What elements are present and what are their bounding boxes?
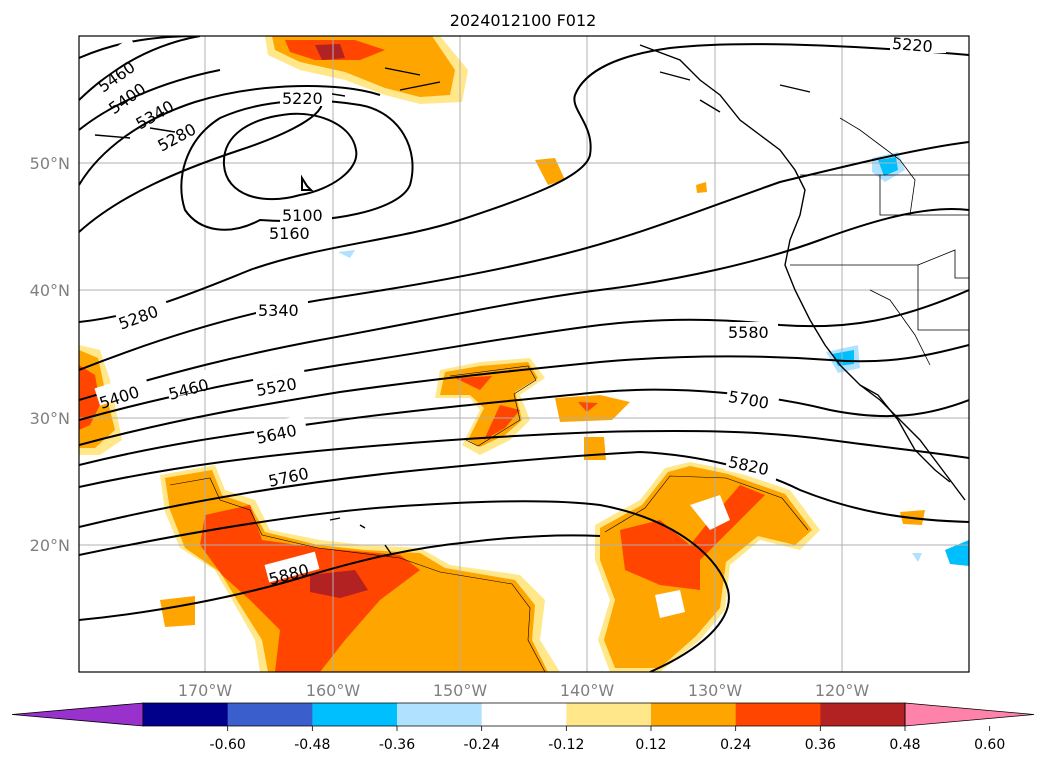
colorbar-segment xyxy=(735,703,821,726)
colorbar-segment xyxy=(481,703,567,726)
contour-label: 5100 xyxy=(282,206,323,225)
colorbar-tick-label: -0.60 xyxy=(210,737,246,753)
contour-label: 5160 xyxy=(269,224,310,243)
lon-label: 120°W xyxy=(815,681,870,700)
contour-label: 5340 xyxy=(258,301,299,320)
colorbar-segment xyxy=(143,703,229,726)
lon-label: 160°W xyxy=(306,681,361,700)
lon-label: 130°W xyxy=(688,681,743,700)
lon-label: 150°W xyxy=(433,681,488,700)
colorbar-tick-label: -0.36 xyxy=(379,737,415,753)
colorbar-tick-label: -0.48 xyxy=(294,737,330,753)
lat-label: 50°N xyxy=(30,154,70,173)
contour-label: 5220 xyxy=(282,89,323,108)
contour-label: 5580 xyxy=(728,323,769,342)
colorbar-tick-label: -0.24 xyxy=(464,737,500,753)
contour-label: 5220 xyxy=(891,34,933,56)
longitude-labels: 170°W 160°W 150°W 140°W 130°W 120°W xyxy=(178,681,870,700)
map-panel: 5460 5400 5340 5280 5220 5220 5100 5160 … xyxy=(78,34,970,673)
gridlines xyxy=(79,36,969,672)
map-title: 2024012100 F012 xyxy=(450,11,597,30)
colorbar-tick-label: 0.24 xyxy=(720,737,751,753)
colorbar-extend-high xyxy=(904,702,1035,727)
map-frame xyxy=(78,35,970,673)
colorbar-segment xyxy=(651,703,737,726)
lat-label: 20°N xyxy=(30,536,70,555)
colorbar-segment xyxy=(566,703,652,726)
colorbar-segment xyxy=(397,703,483,726)
shading-outlines xyxy=(169,365,809,672)
lon-label: 170°W xyxy=(178,681,233,700)
colorbar-segment xyxy=(312,703,398,726)
colorbar-segment xyxy=(820,703,906,726)
colorbar-tick-label: 0.60 xyxy=(974,737,1005,753)
lat-label: 30°N xyxy=(30,409,70,428)
colorbar-tick-label: 0.12 xyxy=(635,737,666,753)
contour-labels: 5460 5400 5340 5280 5220 5220 5100 5160 … xyxy=(88,34,946,589)
colorbar: -0.60 -0.48 -0.36 -0.24 -0.12 0.12 0.24 0.36 0.4… xyxy=(11,702,1035,753)
state-borders xyxy=(790,117,969,366)
colorbar-segment xyxy=(227,703,313,726)
latitude-labels: 50°N 40°N 30°N 20°N xyxy=(30,154,70,555)
colorbar-extend-low xyxy=(11,702,144,727)
colorbar-tick-label: -0.12 xyxy=(548,737,584,753)
colorbar-tick-label: 0.36 xyxy=(805,737,836,753)
colorbar-tick-label: 0.48 xyxy=(889,737,920,753)
lat-label: 40°N xyxy=(30,281,70,300)
lon-label: 140°W xyxy=(560,681,615,700)
